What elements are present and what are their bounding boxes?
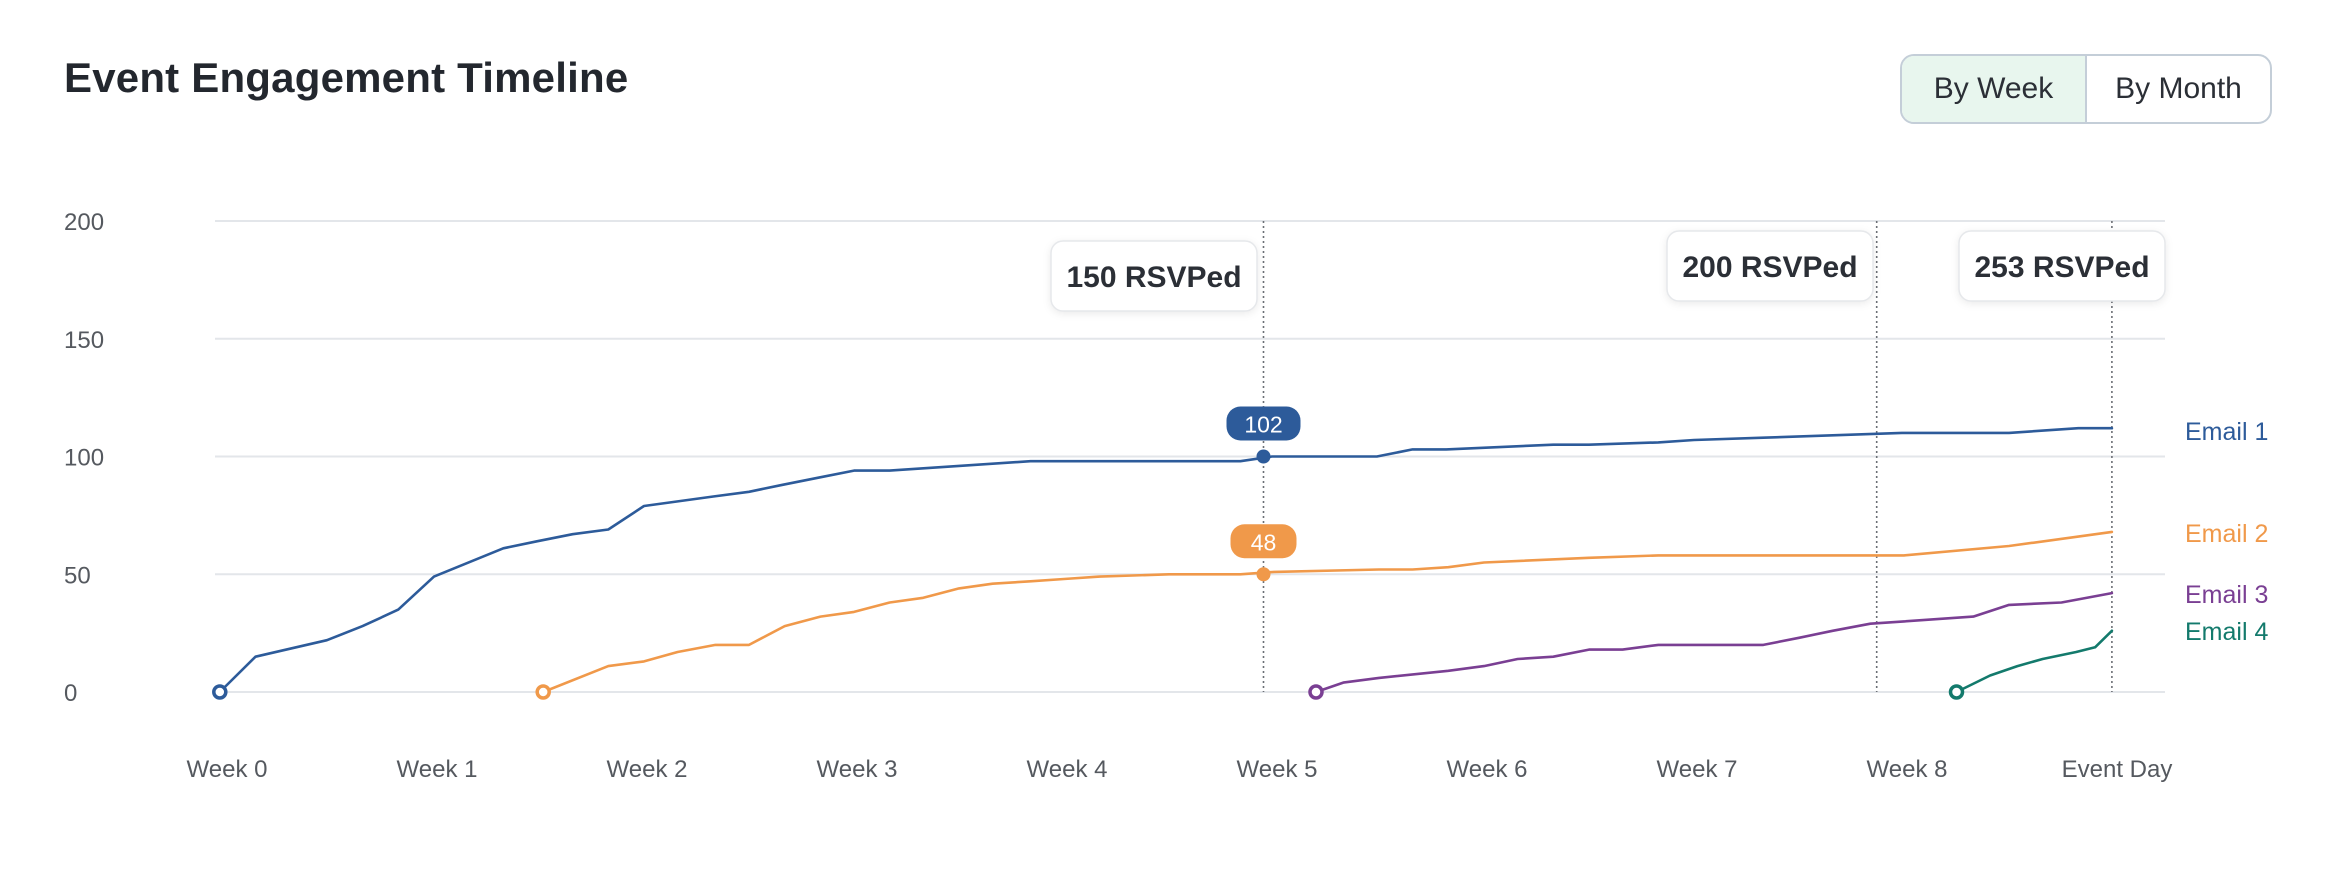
y-tick-label: 50	[64, 562, 91, 589]
series-start-marker	[535, 684, 551, 700]
y-tick-label: 100	[64, 445, 104, 472]
by-month-button[interactable]: By Month	[2115, 72, 2242, 105]
x-tick-label: Week 6	[1447, 756, 1528, 783]
series-start-marker	[212, 684, 228, 700]
series-start-marker	[1308, 684, 1324, 700]
data-label-badge	[1230, 524, 1297, 559]
page-title: Event Engagement Timeline	[64, 54, 629, 101]
milestone-callout	[1666, 230, 1874, 302]
series-line-email-4	[1955, 629, 2114, 694]
x-tick-label: Week 3	[817, 756, 898, 783]
milestone-callout	[1050, 240, 1258, 312]
series-line-email-1	[218, 426, 2114, 694]
x-tick-label: Week 4	[1027, 756, 1108, 783]
series-line-email-2	[541, 530, 2114, 694]
x-tick-label: Week 2	[607, 756, 688, 783]
x-tick-label: Event Day	[2062, 756, 2173, 783]
x-tick-label: Week 1	[397, 756, 478, 783]
x-tick-label: Week 0	[187, 756, 268, 783]
milestone-callout-label: 150 RSVPed	[1066, 261, 1241, 294]
series-line-email-3	[1314, 591, 2114, 694]
data-label-value: 102	[1244, 412, 1282, 438]
data-label-value: 48	[1251, 529, 1277, 555]
y-tick-label: 0	[64, 680, 77, 707]
x-tick-label: Week 8	[1867, 756, 1948, 783]
milestone-callout-label: 253 RSVPed	[1974, 251, 2149, 284]
series-label-email-1: Email 1	[2185, 418, 2268, 446]
series-start-marker	[1948, 684, 1965, 700]
by-week-button[interactable]: By Week	[1902, 56, 2087, 122]
y-tick-label: 200	[64, 209, 104, 236]
series-label-email-2: Email 2	[2185, 520, 2268, 548]
highlight-point	[1256, 449, 1271, 464]
milestone-callout-label: 200 RSVPed	[1682, 251, 1857, 284]
x-tick-label: Week 7	[1657, 756, 1738, 783]
series-label-email-3: Email 3	[2185, 581, 2268, 609]
highlight-point	[1256, 567, 1271, 582]
view-toggle: By Week By Month	[1900, 54, 2272, 124]
x-tick-label: Week 5	[1237, 756, 1318, 783]
y-tick-label: 150	[64, 327, 104, 354]
data-label-badge	[1226, 406, 1301, 441]
series-label-email-4: Email 4	[2185, 618, 2268, 646]
milestone-callout	[1958, 230, 2166, 302]
